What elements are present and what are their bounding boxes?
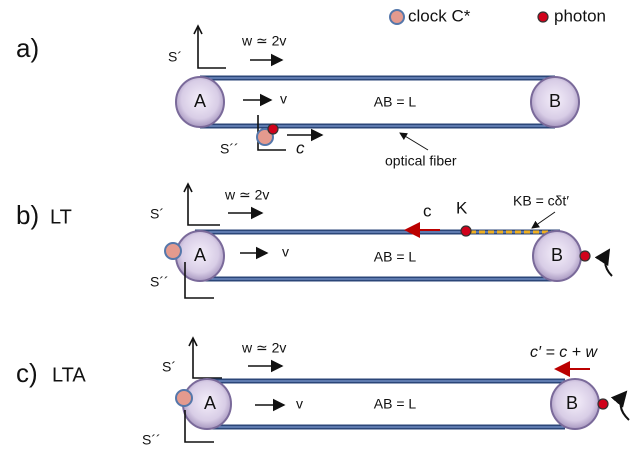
clock	[176, 390, 192, 406]
legend-photon: photon	[554, 6, 606, 25]
photon	[268, 124, 278, 134]
legend-clock: clock C*	[408, 6, 471, 25]
fiber-label: optical fiber	[385, 153, 457, 169]
node-label: B	[566, 393, 578, 413]
photon	[461, 226, 471, 236]
frame-label: S´	[162, 359, 176, 375]
kb-label: KB = cδt′	[513, 193, 569, 209]
axes	[198, 28, 226, 68]
c-label: c	[423, 201, 432, 220]
photon	[598, 399, 608, 409]
rotation-arrow	[621, 392, 629, 420]
c-prime-label: c′ = c + w	[530, 344, 598, 361]
pointer	[400, 133, 428, 150]
pointer	[532, 212, 555, 228]
v-label: v	[280, 91, 287, 107]
v-label: v	[282, 244, 289, 260]
frame-label: S´	[168, 49, 182, 65]
frame-label: S´	[150, 206, 164, 222]
k-label: K	[456, 198, 468, 217]
rotation-arrow	[605, 250, 612, 276]
frame-label: S´´	[220, 141, 239, 157]
velocity-label: w ≃ 2v	[224, 187, 269, 203]
ab-label: AB = L	[374, 249, 417, 265]
c-label: c	[296, 138, 305, 157]
ab-label: AB = L	[374, 94, 417, 110]
panel-label: a)	[16, 33, 39, 63]
node-label: A	[194, 91, 206, 111]
panel-label: c)	[16, 358, 38, 388]
clock	[165, 243, 181, 259]
velocity-label: w ≃ 2v	[241, 340, 286, 356]
clock-icon	[390, 10, 404, 24]
photon	[580, 251, 590, 261]
v-label: v	[296, 396, 303, 412]
frame-label: S´´	[142, 432, 161, 448]
panel-tag: LTA	[52, 364, 86, 386]
diagram: clock C* photon a) S´ w ≃ 2v A B v AB = …	[0, 0, 638, 454]
ab-label: AB = L	[374, 396, 417, 412]
photon-icon	[538, 12, 548, 22]
panel-label: b)	[16, 200, 39, 230]
velocity-label: w ≃ 2v	[241, 33, 286, 49]
node-label: B	[549, 91, 561, 111]
frame-label: S´´	[150, 274, 169, 290]
node-label: A	[204, 393, 216, 413]
panel-tag: LT	[50, 206, 72, 228]
node-label: B	[551, 245, 563, 265]
node-label: A	[194, 245, 206, 265]
axes	[188, 186, 220, 225]
